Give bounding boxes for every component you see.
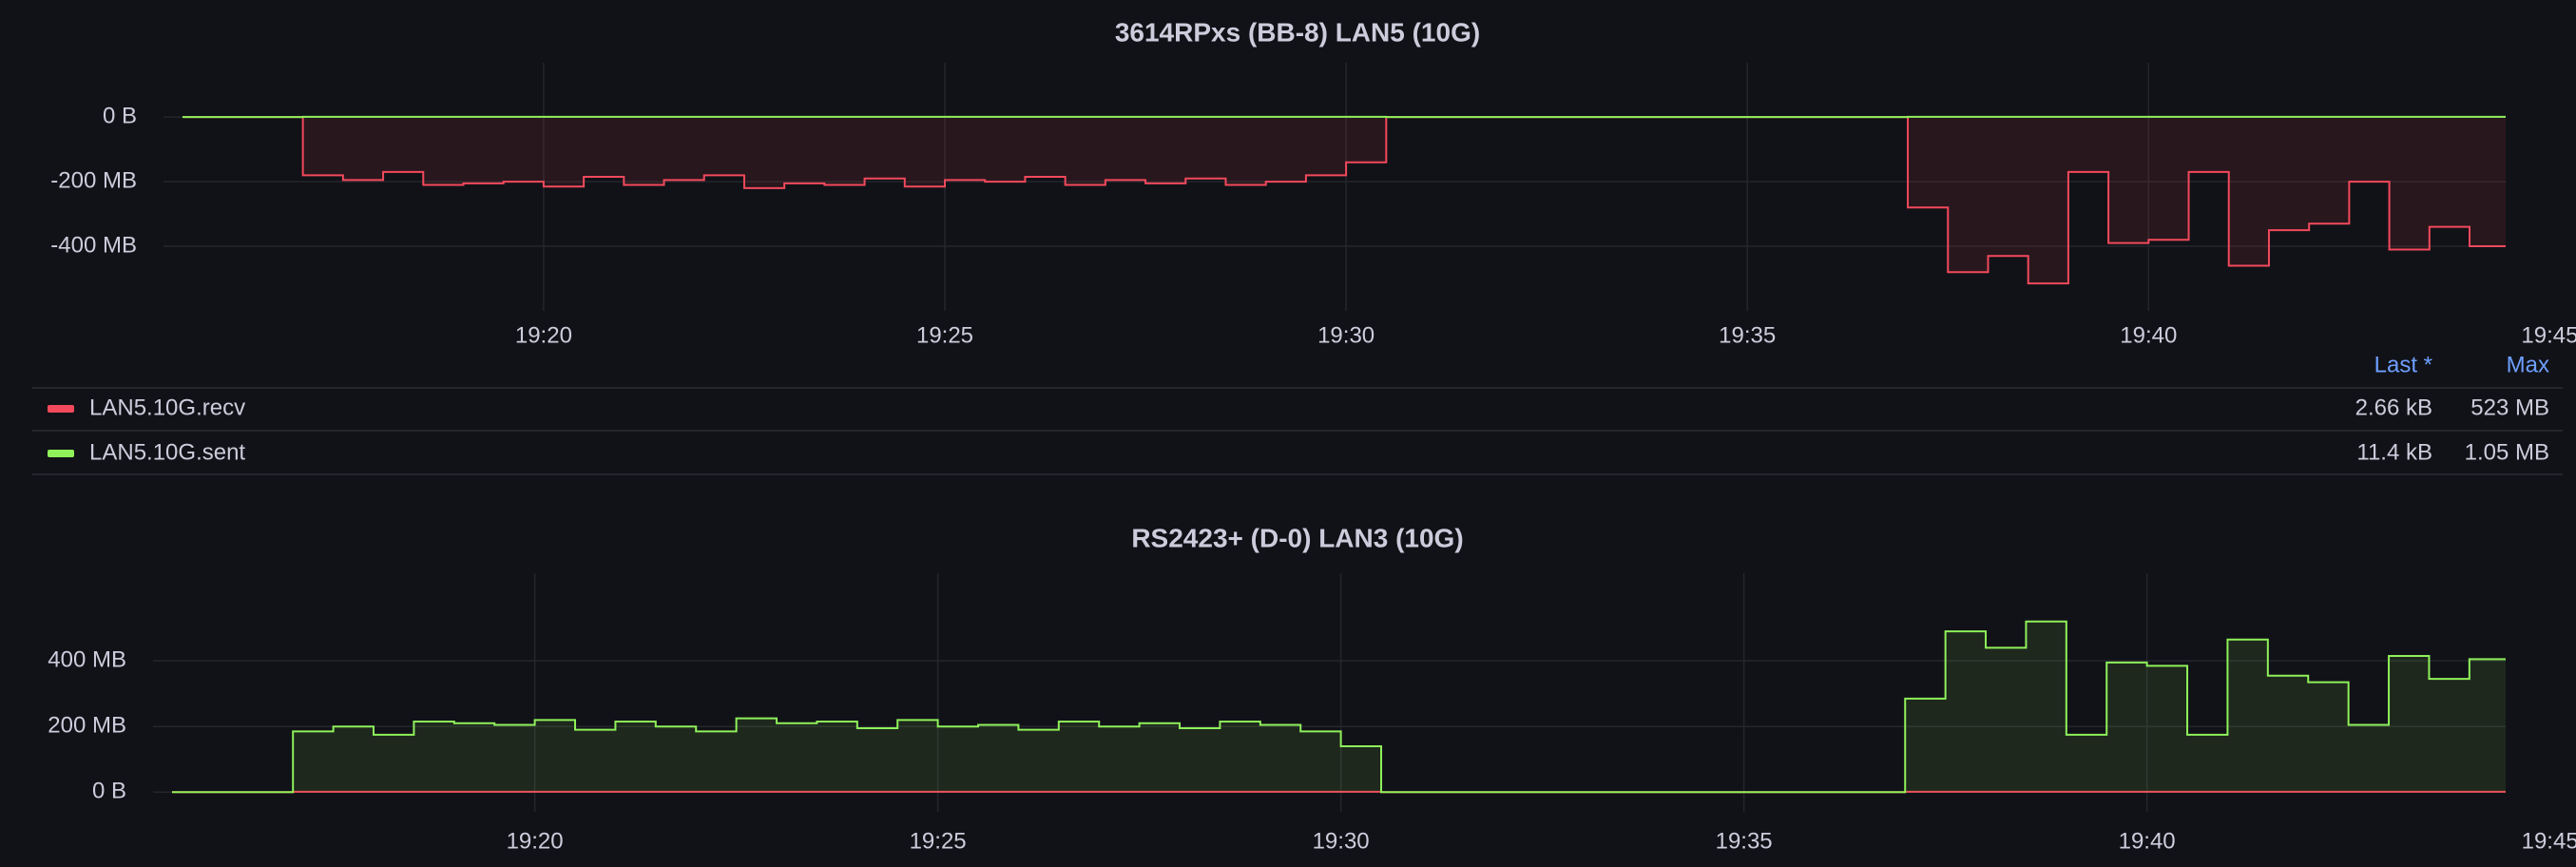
legend-swatch bbox=[48, 405, 74, 413]
legend-value: 523 MB bbox=[2470, 395, 2549, 420]
x-tick-label: 19:40 bbox=[2120, 322, 2177, 348]
panel-title: 3614RPxs (BB-8) LAN5 (10G) bbox=[1115, 17, 1480, 47]
y-tick-label: 400 MB bbox=[48, 647, 126, 673]
x-tick-label: 19:20 bbox=[515, 322, 572, 348]
line bbox=[183, 116, 2506, 285]
x-tick-label: 19:45 bbox=[2522, 828, 2576, 854]
plot-area bbox=[183, 115, 2506, 285]
y-tick-label: 0 B bbox=[92, 779, 126, 804]
x-tick-label: 19:30 bbox=[1317, 322, 1375, 348]
area bbox=[183, 117, 2506, 284]
y-tick-label: 0 B bbox=[103, 104, 137, 129]
legend-header: Max bbox=[2507, 352, 2549, 377]
plot-area bbox=[172, 620, 2506, 794]
legend-value: 1.05 MB bbox=[2465, 439, 2549, 465]
x-tick-label: 19:45 bbox=[2521, 322, 2576, 348]
area bbox=[172, 621, 2506, 793]
x-tick-label: 19:25 bbox=[916, 322, 973, 348]
y-tick-label: 200 MB bbox=[48, 713, 126, 739]
y-tick-label: -400 MB bbox=[50, 232, 137, 258]
legend-label: LAN5.10G.recv bbox=[89, 395, 245, 420]
legend-header: Last * bbox=[2374, 352, 2432, 377]
x-tick-label: 19:35 bbox=[1719, 322, 1776, 348]
x-tick-label: 19:40 bbox=[2119, 828, 2176, 854]
legend-value: 11.4 kB bbox=[2356, 439, 2432, 465]
panel: 3614RPxs (BB-8) LAN5 (10G) 0 B -200 MB -400… bbox=[32, 17, 2576, 475]
legend-label: LAN5.10G.sent bbox=[89, 439, 245, 465]
x-tick-label: 19:20 bbox=[507, 828, 564, 854]
legend-swatch bbox=[48, 450, 74, 457]
x-tick-label: 19:30 bbox=[1313, 828, 1370, 854]
legend: Last * Max LAN5.10G.recv 2.66 kB 523 MB LAN5.… bbox=[32, 352, 2563, 475]
x-tick-label: 19:35 bbox=[1716, 828, 1773, 854]
legend-value: 2.66 kB bbox=[2355, 395, 2432, 420]
y-tick-label: -200 MB bbox=[50, 167, 137, 193]
x-tick-label: 19:25 bbox=[910, 828, 967, 854]
panel: RS2423+ (D-0) LAN3 (10G) 0 B 200 MB 400 MB 1… bbox=[48, 523, 2576, 854]
line bbox=[172, 620, 2506, 794]
panel-title: RS2423+ (D-0) LAN3 (10G) bbox=[1131, 523, 1463, 552]
